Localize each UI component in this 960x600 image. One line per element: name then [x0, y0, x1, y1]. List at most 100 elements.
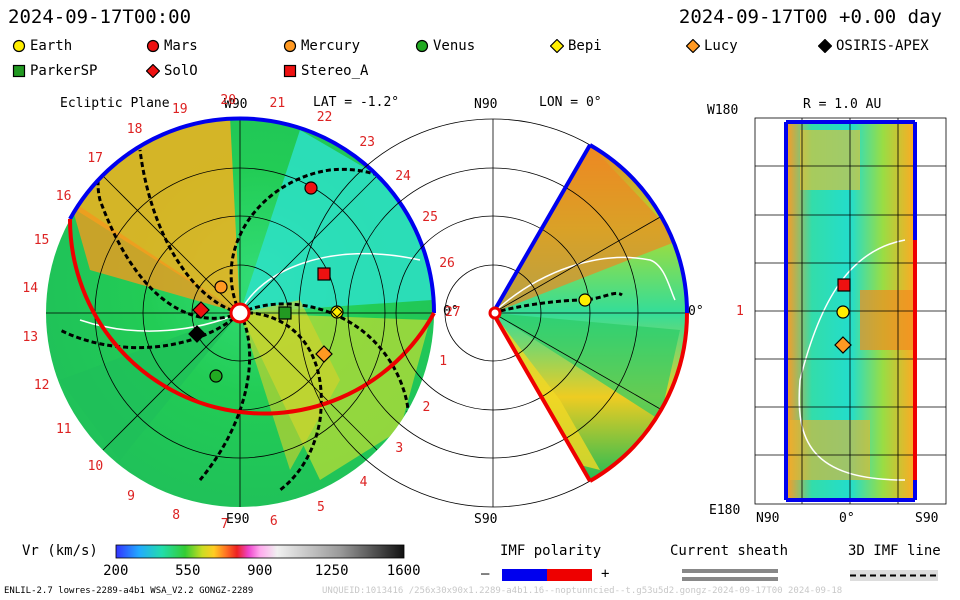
legend-label: Lucy [704, 38, 738, 54]
carrington-label: 4 [359, 475, 368, 491]
carrington-label: 9 [127, 488, 135, 504]
colorbar-tick: 200 [103, 563, 129, 579]
colorbar-tick: 550 [175, 563, 201, 579]
carrington-label: 15 [33, 232, 50, 248]
bepi-marker [331, 306, 343, 318]
mercury-marker [214, 280, 228, 294]
carrington-label: 21 [269, 96, 286, 112]
legend-item-lucy: Lucy [686, 38, 738, 54]
legend-label: Mercury [301, 38, 361, 54]
legend-item-bepi: Bepi [550, 38, 602, 54]
carrington-label: 1 [439, 353, 448, 369]
legend-item-stereo-a: Stereo_A [283, 63, 368, 79]
colorbar [115, 544, 405, 559]
legend-label: ParkerSP [30, 63, 98, 79]
ecliptic-bottom-label: E90 [226, 512, 250, 527]
legend-item-earth: Earth [12, 38, 72, 54]
carrington-label: 2 [422, 400, 431, 416]
carrington-label: 24 [395, 168, 411, 184]
osiris-marker [188, 325, 206, 343]
imf-polarity-title: IMF polarity [500, 543, 602, 559]
colorbar-tick: 1250 [314, 563, 349, 579]
carrington-label: 16 [55, 188, 72, 204]
model-footer: ENLIL-2.7 lowres-2289-a4b1 WSA_V2.2 GONG… [4, 586, 254, 596]
legend-circle-icon [415, 39, 429, 53]
mars-marker [304, 181, 318, 195]
sphere-x-mid: 0° [839, 511, 855, 526]
legend-item-mercury: Mercury [283, 38, 360, 54]
legend-diamond-icon [550, 39, 564, 53]
ecliptic-panel [46, 116, 437, 507]
carrington-label: 12 [33, 377, 50, 393]
legend-diamond-icon [146, 64, 160, 78]
legend-label: Venus [433, 38, 476, 54]
legend-circle-icon [12, 39, 26, 53]
imf-minus: – [481, 566, 490, 582]
legend-item-osiris-apex: OSIRIS-APEX [818, 38, 929, 54]
colorbar-label: Vr (km/s) [22, 543, 98, 559]
carrington-label: 3 [395, 441, 404, 457]
earth-marker-meridional [578, 293, 592, 307]
carrington-label: 19 [171, 101, 188, 117]
legend-label: Earth [30, 38, 73, 54]
lucy-marker-sphere [834, 336, 852, 354]
ecliptic-right-label: 0° [443, 304, 459, 319]
current-sheath-title: Current sheath [670, 543, 789, 559]
carrington-label: 18 [126, 121, 143, 137]
venus-marker [209, 369, 223, 383]
legend-label: Mars [164, 38, 198, 54]
sphere-bottom-label: E180 [709, 503, 741, 518]
carrington-label: 22 [316, 110, 333, 126]
legend-item-venus: Venus [415, 38, 475, 54]
sphere-panel [754, 117, 947, 505]
meridional-top-label: N90 [474, 97, 498, 112]
imf-line-title: 3D IMF line [848, 543, 941, 559]
carrington-label: 27 [444, 304, 461, 320]
carrington-label: 10 [87, 459, 104, 475]
imf-plus: + [601, 566, 610, 582]
stereo-a-marker [317, 267, 331, 281]
legend-label: Bepi [568, 38, 602, 54]
stereo-a-marker-sphere [837, 278, 851, 292]
carrington-label: 14 [22, 280, 39, 296]
ecliptic-title: Ecliptic Plane [60, 96, 170, 111]
legend-diamond-icon [818, 39, 832, 53]
timestamp: 2024-09-17T00:00 [8, 6, 192, 28]
legend-item-parkersp: ParkerSP [12, 63, 97, 79]
legend-item-mars: Mars [146, 38, 198, 54]
ecliptic-lat: LAT = -1.2° [313, 95, 400, 110]
ecliptic-top-label: W90 [224, 97, 248, 112]
sphere-x-right: S90 [915, 511, 939, 526]
carrington-label: 7 [220, 516, 229, 532]
carrington-label: 6 [269, 513, 278, 529]
meridional-bottom-label: S90 [474, 512, 498, 527]
carrington-label: 11 [55, 421, 72, 437]
sphere-radius: R = 1.0 AU [803, 97, 882, 112]
meridional-panel [298, 118, 689, 508]
carrington-label: 25 [422, 209, 438, 225]
legend-square-icon [283, 64, 297, 78]
carrington-label: 5 [317, 499, 325, 515]
legend-circle-icon [283, 39, 297, 53]
meridional-lon: LON = 0° [539, 95, 602, 110]
legend-item-solo: SolO [146, 63, 198, 79]
sphere-top-label: W180 [707, 103, 739, 118]
file-footer: UNQUEID:1013416 /256x30x90x1.2289-a4b1.1… [322, 586, 843, 596]
legend-label: OSIRIS-APEX [836, 38, 929, 54]
meridional-right-label: 0° [688, 304, 704, 319]
imf-negative-swatch [502, 569, 547, 581]
legend-diamond-icon [686, 39, 700, 53]
earth-marker-sphere [836, 305, 850, 319]
colorbar-tick: 900 [247, 563, 273, 579]
legend-label: Stereo_A [301, 63, 369, 79]
carrington-label: 17 [87, 150, 104, 166]
sphere-x-left: N90 [756, 511, 780, 526]
carrington-label: 13 [22, 329, 39, 345]
imf-positive-swatch [547, 569, 592, 581]
carrington-label: 8 [172, 508, 181, 524]
parker-marker [278, 306, 292, 320]
carrington-label: 20 [220, 93, 237, 109]
sphere-mid-label: 1 [736, 304, 744, 319]
solo-marker [192, 301, 210, 319]
